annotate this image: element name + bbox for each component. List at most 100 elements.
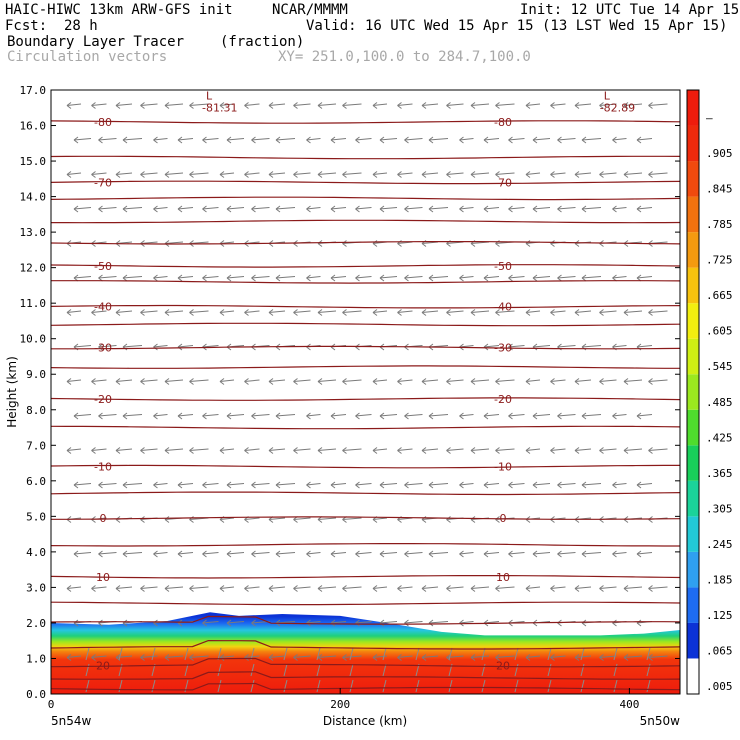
- wind-vector: [140, 654, 158, 661]
- wind-vector: [508, 481, 525, 489]
- wind-vector-low: [184, 663, 189, 677]
- wind-vector: [91, 585, 107, 592]
- wind-vector: [342, 240, 362, 247]
- wind-vector-low: [514, 663, 519, 677]
- wind-vector: [98, 274, 117, 282]
- wind-vector: [164, 378, 184, 385]
- wind-vector: [550, 378, 566, 385]
- y-tick-label: 11.0: [20, 297, 47, 310]
- wind-vector: [636, 205, 653, 213]
- wind-vector: [525, 654, 541, 661]
- forecast-label: Fcst:: [5, 18, 48, 34]
- wind-vector: [495, 171, 515, 178]
- wind-vector: [525, 309, 541, 316]
- wind-vector: [226, 619, 245, 627]
- y-tick-label: 2.0: [26, 617, 46, 630]
- wind-vector: [355, 481, 372, 489]
- wind-vector: [293, 447, 311, 454]
- wind-vector: [397, 447, 413, 454]
- wind-vector: [177, 274, 194, 282]
- wind-vector: [153, 343, 168, 351]
- wind-vector: [495, 309, 515, 316]
- wind-vector: [189, 309, 209, 316]
- wind-vector-low: [283, 663, 288, 677]
- y-tick-label: 8.0: [26, 404, 46, 417]
- wind-vector-low: [118, 647, 123, 661]
- wind-vector: [122, 481, 143, 489]
- wind-vector: [66, 309, 82, 316]
- contour-label: -20: [494, 393, 512, 406]
- colorbar-frame: [686, 89, 700, 695]
- colorbar-swatch: [687, 551, 699, 588]
- wind-vector: [550, 654, 566, 661]
- wind-vector: [306, 274, 321, 282]
- wind-vector: [275, 205, 296, 213]
- wind-vector: [91, 654, 107, 661]
- colorbar-label: .245: [706, 538, 733, 551]
- wind-vector: [153, 481, 168, 489]
- temperature-contours: 20 20 10 10 0 0 -10 -10 -20 -20 -30 -30 -40 -40 -50 -50…: [50, 90, 681, 691]
- wind-vector: [599, 171, 617, 178]
- plot-frame: [50, 89, 681, 695]
- wind-vector-low: [217, 647, 222, 661]
- wind-vector: [404, 205, 423, 213]
- wind-vector: [91, 171, 107, 178]
- wind-vector: [581, 481, 602, 489]
- wind-vector: [91, 378, 107, 385]
- x-tick-label: 200: [330, 698, 350, 711]
- wind-vector: [495, 585, 515, 592]
- wind-vector: [623, 447, 643, 454]
- wind-vector: [459, 136, 474, 144]
- colorbar: .005 .065 .125 .185 .245 .305 .365 .425 .485 .545…: [686, 89, 733, 695]
- colorbar-label: .725: [706, 254, 733, 267]
- wind-vector: [293, 309, 311, 316]
- wind-vector-low: [151, 647, 156, 661]
- wind-vector: [459, 205, 474, 213]
- wind-vector: [342, 654, 362, 661]
- wind-vector: [525, 171, 541, 178]
- wind-vector: [372, 447, 388, 454]
- wind-vector: [446, 378, 464, 385]
- wind-vector: [293, 654, 311, 661]
- wind-vector-low: [547, 663, 552, 677]
- wind-vector: [372, 171, 388, 178]
- contour-label: -40: [494, 301, 512, 314]
- wind-vector-low: [448, 679, 453, 693]
- wind-vector-low: [217, 663, 222, 677]
- wind-vector: [557, 136, 576, 144]
- wind-vector-low: [85, 679, 90, 693]
- wind-vector: [98, 550, 117, 558]
- wind-vector: [202, 619, 219, 627]
- wind-vector: [636, 550, 653, 558]
- contour-line: [50, 464, 680, 469]
- wind-vector: [140, 378, 158, 385]
- wind-vector: [557, 481, 576, 489]
- wind-vector: [599, 447, 617, 454]
- wind-vector-low: [382, 679, 387, 693]
- wind-vector-low: [85, 647, 90, 661]
- wind-vector: [599, 585, 617, 592]
- wind-vector: [153, 274, 168, 282]
- wind-vector: [317, 378, 337, 385]
- wind-vector: [428, 481, 449, 489]
- wind-vector: [470, 585, 490, 592]
- colorbar-label: .185: [706, 573, 733, 586]
- contour-label: 0: [100, 512, 107, 525]
- contour-line: [50, 671, 681, 680]
- wind-vector-low: [514, 679, 519, 693]
- wind-vector: [404, 619, 423, 627]
- wind-vector: [508, 205, 525, 213]
- wind-vector-low: [184, 647, 189, 661]
- colorbar-label: .545: [706, 360, 733, 373]
- wind-vector: [623, 654, 643, 661]
- wind-vector: [495, 447, 515, 454]
- wind-vector: [177, 136, 194, 144]
- wind-vector-low: [613, 679, 618, 693]
- wind-vector: [164, 102, 184, 109]
- model-title: HAIC-HIWC 13km ARW-GFS init: [5, 2, 233, 18]
- wind-vector: [623, 102, 643, 109]
- wind-vector: [508, 412, 525, 420]
- colorbar-label: .785: [706, 218, 733, 231]
- wind-vector: [73, 412, 92, 420]
- colorbar-swatch: [687, 125, 699, 162]
